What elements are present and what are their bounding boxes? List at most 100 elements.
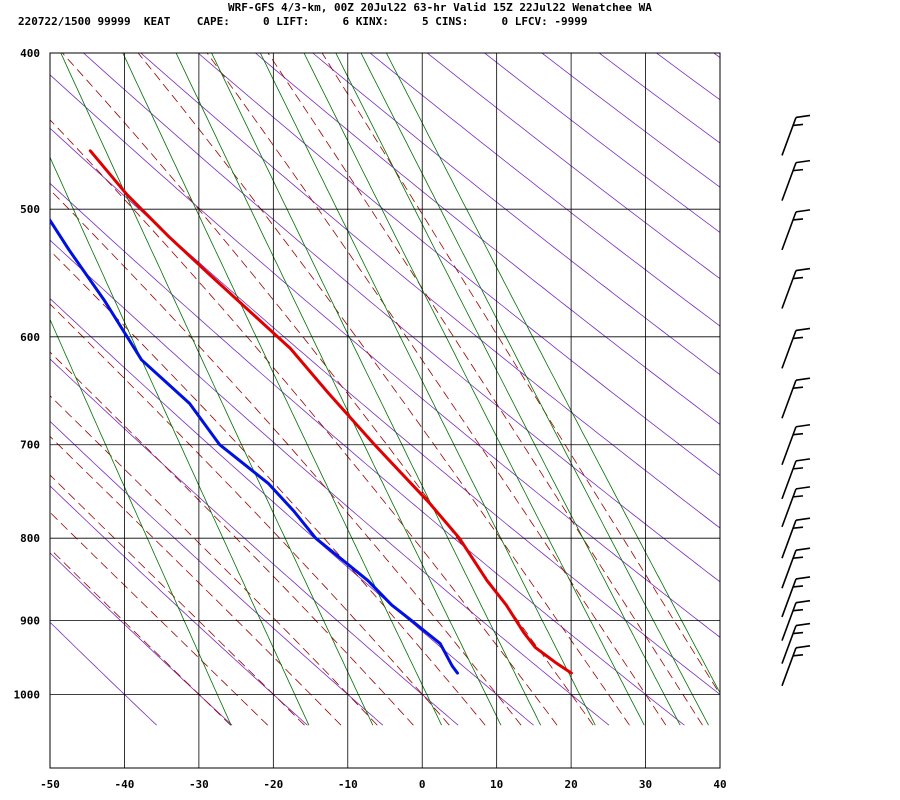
mixing-ratio-line <box>50 156 310 726</box>
wind-barb <box>781 599 811 641</box>
moist-adiabat <box>137 53 630 726</box>
dry-adiabat <box>369 53 720 327</box>
wind-barb-flag <box>792 276 804 280</box>
temperature-tick-label: 20 <box>564 778 577 791</box>
wind-barb <box>781 209 811 251</box>
mixing-ratio-line <box>50 318 232 726</box>
plot-frame <box>49 52 721 769</box>
wind-barb <box>781 517 811 559</box>
pressure-tick-label: 600 <box>20 331 40 344</box>
temperature-tick-label: 0 <box>419 778 426 791</box>
dry-adiabat <box>50 74 720 638</box>
wind-barb-flag <box>795 377 811 382</box>
temperature-tick-label: -10 <box>338 778 358 791</box>
dry-adiabat <box>312 53 720 376</box>
dry-adiabat <box>50 182 685 726</box>
wind-barb-flag <box>795 209 811 213</box>
mixing-ratio-line <box>211 53 542 726</box>
wind-barb-shaft <box>781 647 797 687</box>
dry-adiabat <box>254 53 720 425</box>
dry-adiabat <box>426 53 720 280</box>
wind-barb-flag <box>792 654 804 657</box>
temperature-axis: -50 -40 -30 -20 -10 0 10 20 30 40 <box>40 778 727 791</box>
wind-barb <box>781 486 811 528</box>
thermodynamic-background <box>50 44 900 726</box>
pressure-tick-label: 900 <box>20 615 40 628</box>
wind-barb <box>781 114 811 156</box>
wind-barb-shaft <box>781 578 797 618</box>
moist-adiabat <box>50 474 305 726</box>
moist-adiabat <box>50 351 414 726</box>
moist-adiabat <box>50 189 522 726</box>
dry-adiabat <box>50 239 610 726</box>
moist-adiabat <box>267 53 703 726</box>
wind-barb-flag <box>792 495 804 498</box>
sounding-profiles <box>50 149 573 675</box>
moist-adiabat <box>50 119 558 726</box>
wind-barb-flag <box>792 123 804 127</box>
temperature-tick-label: -20 <box>263 778 283 791</box>
pressure-axis: 400 500 600 700 800 900 1000 <box>14 47 41 701</box>
wind-barb-flag <box>792 386 804 390</box>
wind-barb <box>781 547 811 589</box>
pressure-tick-label: 400 <box>20 47 40 60</box>
pressure-tick-label: 1000 <box>14 688 41 701</box>
wind-barb <box>781 377 811 419</box>
wind-barb <box>781 267 811 309</box>
dry-adiabat <box>541 53 720 188</box>
temperature-tick-label: -40 <box>115 778 135 791</box>
moist-adiabat <box>321 53 720 696</box>
wind-barb-shaft <box>781 426 797 466</box>
wind-barb-shaft <box>781 270 797 309</box>
mixing-ratio-line <box>335 53 681 726</box>
temperature-tick-label: -50 <box>40 778 60 791</box>
mixing-ratio-line <box>303 53 645 726</box>
moist-adiabat <box>206 53 667 726</box>
wind-barb-shaft <box>781 625 797 664</box>
dry-adiabat <box>50 420 384 726</box>
moist-adiabat <box>61 53 594 726</box>
wind-barb-flag <box>792 336 804 340</box>
dry-adiabat <box>873 44 900 725</box>
temperature-tick-label: 40 <box>713 778 726 791</box>
wind-barb-flag <box>792 556 804 559</box>
wind-barb-flag <box>795 576 811 580</box>
wind-barb <box>781 645 811 687</box>
mixing-ratio-line <box>175 53 502 726</box>
wind-barb-flag <box>792 218 804 221</box>
wind-barb <box>781 159 811 201</box>
dry-adiabat <box>50 298 534 726</box>
dry-adiabat <box>50 552 233 726</box>
mixing-ratio-line <box>60 53 374 726</box>
moist-adiabat <box>50 395 378 726</box>
wind-barb-flag <box>792 608 804 612</box>
wind-barb-shaft <box>781 330 797 369</box>
pressure-tick-label: 700 <box>20 439 40 452</box>
wind-barb-flag <box>795 423 811 428</box>
sounding-stats: 220722/1500 99999 KEAT CAPE: 0 LIFT: 6 K… <box>18 15 588 28</box>
moist-adiabat <box>50 511 268 726</box>
wind-barb-flag <box>795 599 811 604</box>
wind-barb-shaft <box>781 519 797 559</box>
mixing-ratio-line <box>122 53 442 726</box>
dry-adiabat <box>816 44 900 725</box>
wind-barb-flag <box>795 114 811 119</box>
pressure-tick-label: 800 <box>20 532 40 545</box>
pressure-temperature-grid <box>50 53 720 768</box>
wind-barb-shaft <box>781 460 797 500</box>
wind-barb-flag <box>795 486 811 490</box>
dry-adiabat <box>483 53 720 233</box>
wind-barb-flag <box>795 645 811 649</box>
dry-adiabat <box>50 358 459 726</box>
wind-barb-flag <box>795 622 811 627</box>
moist-adiabat <box>50 249 486 726</box>
wind-barb-flag <box>795 517 811 521</box>
temperature-tick-label: 10 <box>490 778 503 791</box>
dry-adiabat <box>50 621 157 726</box>
mixing-ratio-line <box>385 53 720 694</box>
wind-barb-flag <box>792 168 804 172</box>
wind-barb <box>781 458 811 500</box>
wind-barb-shaft <box>781 549 797 589</box>
wind-barbs <box>781 114 811 687</box>
